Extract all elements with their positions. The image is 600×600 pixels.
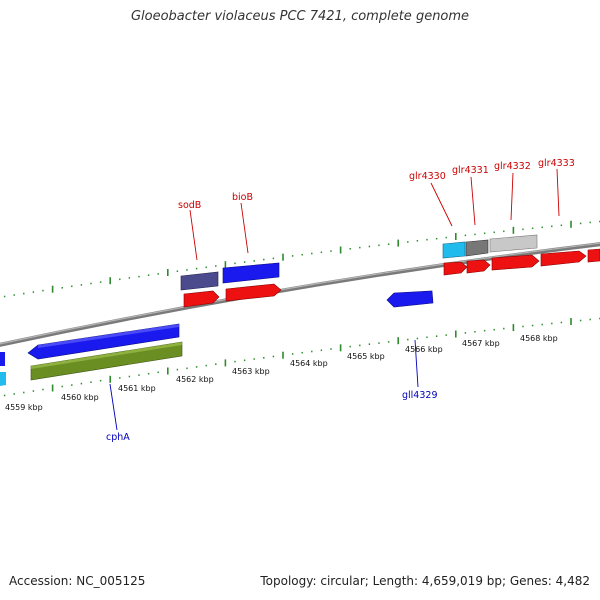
gene-label-bioB: bioB (232, 192, 253, 203)
gene-label-glr4333: glr4333 (538, 158, 575, 169)
gene-label-glr4330: glr4330 (409, 171, 446, 182)
map-title: Gloeobacter violaceus PCC 7421, complete… (130, 9, 470, 24)
cds-glr4331[interactable] (465, 239, 489, 257)
kbp-label: 4565 kbp (347, 352, 385, 361)
kbp-label: 4561 kbp (118, 384, 156, 393)
outer-tick-ring (3, 220, 600, 298)
kbp-label: 4562 kbp (176, 375, 214, 384)
label-leaders (109, 168, 560, 431)
cds-forward[interactable] (466, 259, 491, 274)
cds-sodB[interactable] (180, 271, 219, 291)
cds-bioB[interactable] (222, 262, 280, 284)
reverse-strand-features (0, 290, 434, 386)
cds-reverse-gll4329[interactable] (386, 290, 434, 308)
gene-label-glr4332: glr4332 (494, 161, 531, 172)
kbp-label: 4560 kbp (61, 393, 99, 402)
cds-reverse-partial[interactable] (0, 372, 6, 386)
cds-forward[interactable] (540, 250, 587, 267)
cds-forward[interactable] (183, 290, 220, 308)
cds-reverse-cphA[interactable] (27, 323, 180, 360)
cds-forward[interactable] (443, 261, 468, 276)
gene-label-cphA: cphA (106, 432, 130, 443)
inner-tick-ring (3, 317, 600, 397)
forward-strand-features (180, 234, 600, 308)
cds-forward[interactable] (587, 248, 600, 263)
kbp-label: 4566 kbp (405, 345, 443, 354)
kbp-label: 4568 kbp (520, 334, 558, 343)
kbp-label: 4559 kbp (5, 403, 43, 412)
cds-forward[interactable] (225, 283, 282, 302)
cds-forward[interactable] (491, 254, 540, 271)
kbp-label: 4564 kbp (290, 359, 328, 368)
gene-label-gll4329: gll4329 (402, 390, 438, 401)
gene-label-sodB: sodB (178, 200, 201, 211)
genome-backbone (0, 242, 600, 347)
topology-summary: Topology: circular; Length: 4,659,019 bp… (260, 574, 590, 588)
accession-text: Accession: NC_005125 (9, 574, 146, 588)
cds-reverse-partial[interactable] (0, 352, 5, 366)
kbp-label: 4563 kbp (232, 367, 270, 376)
kbp-label: 4567 kbp (462, 339, 500, 348)
cds-glr4330[interactable] (442, 241, 466, 259)
gene-label-glr4331: glr4331 (452, 165, 489, 176)
cds-glr4332[interactable] (489, 234, 538, 253)
